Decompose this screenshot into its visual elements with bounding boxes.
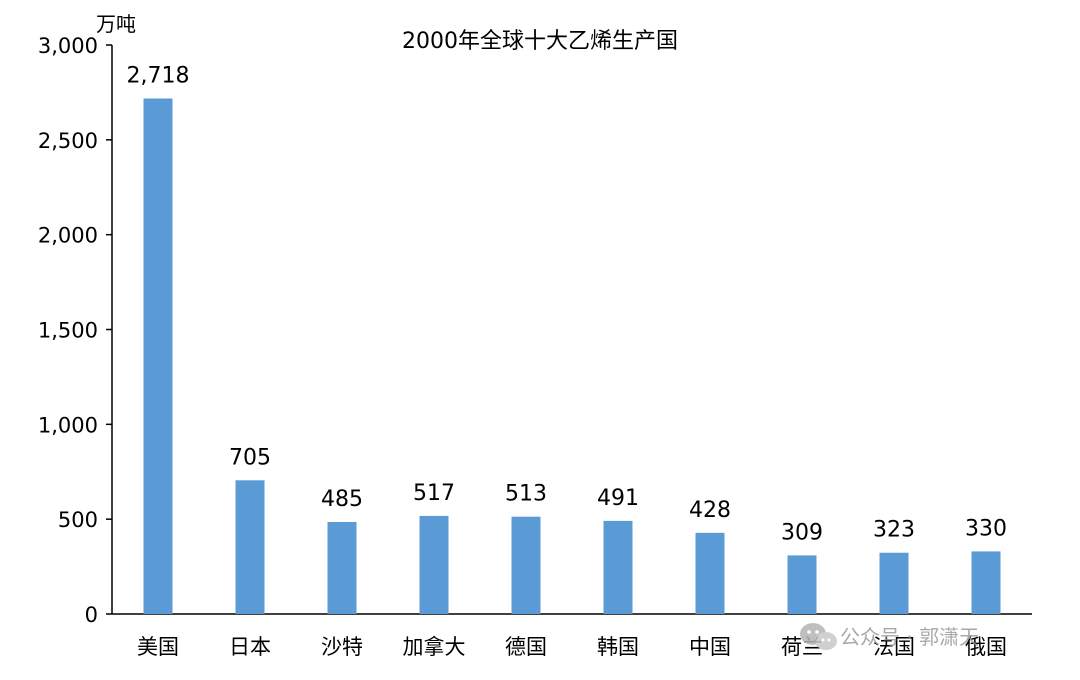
bar-value-label: 323: [873, 518, 915, 543]
bar-value-label: 330: [965, 516, 1007, 541]
bar: [327, 522, 357, 614]
wechat-icon: [800, 623, 837, 650]
bar: [695, 532, 725, 614]
y-axis: 0 500 1,000 1,500 2,000 2,500 3,000: [38, 34, 113, 627]
y-tick-label: 1,500: [38, 319, 98, 343]
bar-value-label: 705: [229, 445, 271, 470]
x-category-label: 法国: [873, 635, 915, 659]
bars-group: [143, 98, 1001, 614]
bar: [235, 480, 265, 614]
x-category-label: 沙特: [321, 635, 363, 659]
bar-value-label: 491: [597, 486, 639, 511]
x-category-label: 俄国: [965, 635, 1007, 659]
watermark-text: 公众号 · 郭潇天: [840, 625, 979, 649]
bar: [971, 551, 1001, 614]
bar-value-label: 428: [689, 498, 731, 523]
bar-value-label: 2,718: [127, 63, 190, 88]
x-category-label: 中国: [689, 635, 731, 659]
bar: [879, 552, 909, 614]
x-category-label: 日本: [229, 635, 271, 659]
bar-value-label: 513: [505, 482, 547, 507]
y-tick-label: 2,500: [38, 129, 98, 153]
bar: [511, 516, 541, 614]
bar-value-label: 517: [413, 481, 455, 506]
bar-value-label: 485: [321, 487, 363, 512]
watermark: 公众号 · 郭潇天: [800, 623, 979, 650]
y-tick-label: 500: [58, 508, 98, 532]
y-axis-unit-label: 万吨: [96, 12, 136, 36]
category-labels-group: 美国 日本 沙特 加拿大 德国 韩国 中国 荷兰 法国 俄国: [137, 635, 1007, 659]
y-tick-label: 0: [85, 603, 98, 627]
x-category-label: 美国: [137, 635, 179, 659]
chart-title: 2000年全球十大乙烯生产国: [402, 29, 678, 54]
bar-labels-group: 2,718 705 485 517 513 491 428 309 323 330: [127, 63, 1007, 545]
y-tick-label: 2,000: [38, 224, 98, 248]
x-category-label: 韩国: [597, 635, 639, 659]
y-tick-label: 3,000: [38, 34, 98, 58]
bar: [143, 98, 173, 614]
bar: [603, 520, 633, 614]
bar-value-label: 309: [781, 520, 823, 545]
x-category-label: 加拿大: [403, 635, 466, 659]
x-category-label: 德国: [505, 635, 547, 659]
bar: [419, 515, 449, 614]
bar: [787, 555, 817, 614]
y-tick-label: 1,000: [38, 413, 98, 437]
